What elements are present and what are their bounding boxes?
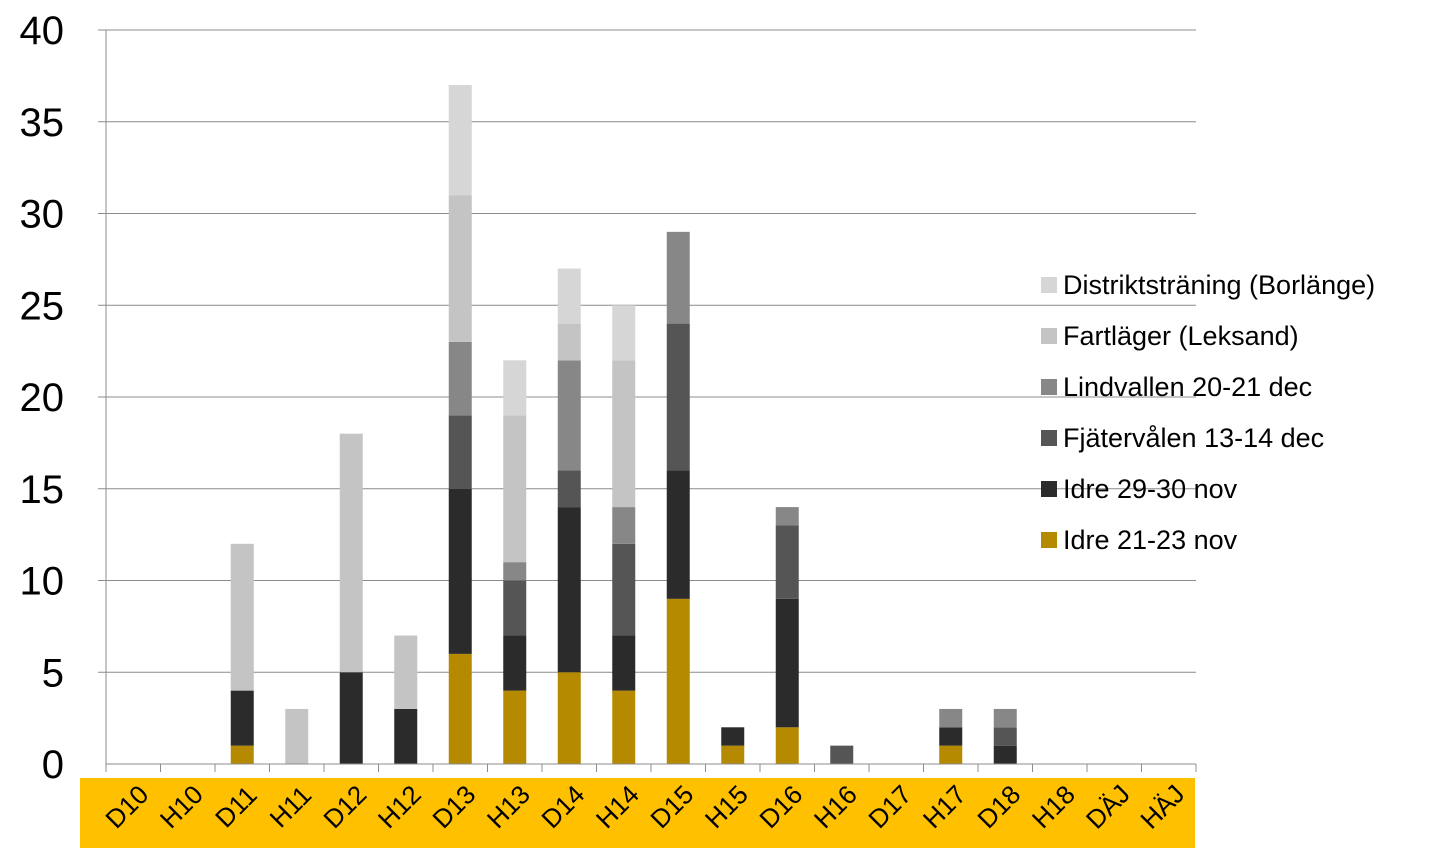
bars	[230, 85, 1017, 764]
bar-segment	[612, 360, 636, 508]
bar-segment	[557, 470, 581, 508]
bar-segment	[230, 543, 254, 691]
y-tick-label: 5	[42, 651, 64, 695]
bar-segment	[503, 360, 527, 416]
bar-segment	[339, 672, 363, 764]
legend-label: Distriktsträning (Borlänge)	[1063, 270, 1375, 300]
y-tick-label: 25	[20, 284, 65, 328]
bar-segment	[557, 672, 581, 764]
y-tick-label: 0	[42, 743, 64, 787]
bar-segment	[939, 727, 963, 746]
bar-segment	[830, 745, 854, 764]
bar-segment	[666, 598, 690, 764]
bar-segment	[503, 635, 527, 691]
bar-segment	[448, 85, 472, 196]
legend-label: Fartläger (Leksand)	[1063, 321, 1299, 351]
legend-swatch	[1041, 532, 1057, 548]
legend-label: Idre 21-23 nov	[1063, 525, 1238, 555]
bar-segment	[612, 543, 636, 636]
bar-segment	[939, 708, 963, 728]
bar-segment	[612, 635, 636, 691]
bar-segment	[448, 653, 472, 764]
bar-segment	[503, 562, 527, 581]
bar-segment	[666, 231, 690, 324]
legend-label: Fjätervålen 13-14 dec	[1063, 423, 1324, 453]
bar-segment	[666, 323, 690, 471]
y-tick-label: 30	[20, 193, 65, 237]
legend-label: Idre 29-30 nov	[1063, 474, 1238, 504]
bar-segment	[503, 415, 527, 563]
bar-segment	[448, 341, 472, 416]
y-tick-label: 35	[20, 101, 65, 145]
bar-segment	[993, 727, 1017, 746]
y-tick-label: 15	[20, 468, 65, 512]
bar-segment	[503, 690, 527, 764]
bar-segment	[775, 525, 799, 599]
bar-segment	[394, 708, 418, 764]
bar-segment	[721, 727, 745, 746]
bar-segment	[666, 470, 690, 599]
bar-segment	[612, 690, 636, 764]
bar-segment	[721, 745, 745, 764]
legend-label: Lindvallen 20-21 dec	[1063, 372, 1312, 402]
bar-segment	[612, 305, 636, 361]
x-axis-band	[80, 778, 1195, 848]
bar-segment	[557, 360, 581, 471]
bar-segment	[775, 507, 799, 526]
bar-segment	[993, 745, 1017, 764]
y-tick-labels: 0 5 10 15 20 25 30 35 40	[20, 9, 65, 787]
bar-segment	[503, 580, 527, 636]
bar-segment	[612, 507, 636, 544]
bar-segment	[775, 598, 799, 728]
bar-segment	[230, 745, 254, 764]
bar-segment	[394, 635, 418, 709]
bar-segment	[557, 507, 581, 673]
legend-swatch	[1041, 379, 1057, 395]
legend: Distriktsträning (Borlänge) Fartläger (Le…	[1041, 270, 1375, 555]
bar-segment	[557, 268, 581, 324]
bar-segment	[775, 727, 799, 764]
bar-segment	[230, 690, 254, 746]
y-tick-label: 10	[20, 560, 65, 604]
y-tick-label: 40	[20, 9, 65, 53]
bar-segment	[557, 323, 581, 361]
bar-segment	[448, 488, 472, 654]
legend-swatch	[1041, 277, 1057, 293]
bar-segment	[993, 708, 1017, 728]
bar-segment	[939, 745, 963, 764]
category-band	[80, 778, 1195, 848]
legend-swatch	[1041, 328, 1057, 344]
y-tick-label: 20	[20, 376, 65, 420]
bar-segment	[448, 415, 472, 489]
bar-segment	[339, 433, 363, 673]
gridlines	[98, 29, 1196, 673]
axes	[105, 30, 1197, 772]
legend-swatch	[1041, 481, 1057, 497]
bar-segment	[448, 195, 472, 342]
bar-segment	[285, 708, 309, 764]
legend-swatch	[1041, 430, 1057, 446]
